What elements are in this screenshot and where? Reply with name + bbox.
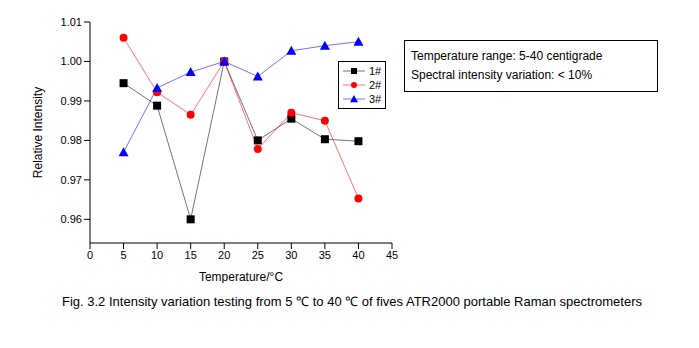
svg-text:5: 5 [120, 249, 126, 261]
svg-text:0.99: 0.99 [61, 95, 82, 107]
svg-text:0.97: 0.97 [61, 174, 82, 186]
html-text:Temperature range: 5-40 centig: Temperature range: 5-40 centigrade [411, 49, 603, 63]
svg-text:Temperature/°C: Temperature/°C [199, 270, 283, 283]
svg-text:20: 20 [218, 249, 230, 261]
svg-text:25: 25 [252, 249, 264, 261]
svg-text:1.00: 1.00 [61, 55, 82, 67]
svg-text:0.96: 0.96 [61, 213, 82, 225]
svg-text:0.98: 0.98 [61, 134, 82, 146]
svg-text:30: 30 [285, 249, 297, 261]
svg-text:0: 0 [87, 249, 93, 261]
html-text:Spectral intensity variation:: Spectral intensity variation: < 10% [411, 68, 593, 82]
svg-text:15: 15 [185, 249, 197, 261]
svg-text:Relative Intensity: Relative Intensity [31, 87, 45, 178]
svg-text:35: 35 [319, 249, 331, 261]
html-text:3#: 3# [369, 93, 382, 105]
html-text:1#: 1# [369, 65, 382, 77]
svg-text:45: 45 [386, 249, 398, 261]
svg-text:40: 40 [352, 249, 364, 261]
svg-text:10: 10 [151, 249, 163, 261]
html-text:Fig. 3.2 Intensity variation t: Fig. 3.2 Intensity variation testing fro… [62, 294, 642, 309]
html-text:2#: 2# [369, 79, 382, 91]
svg-text:1.01: 1.01 [61, 16, 82, 28]
